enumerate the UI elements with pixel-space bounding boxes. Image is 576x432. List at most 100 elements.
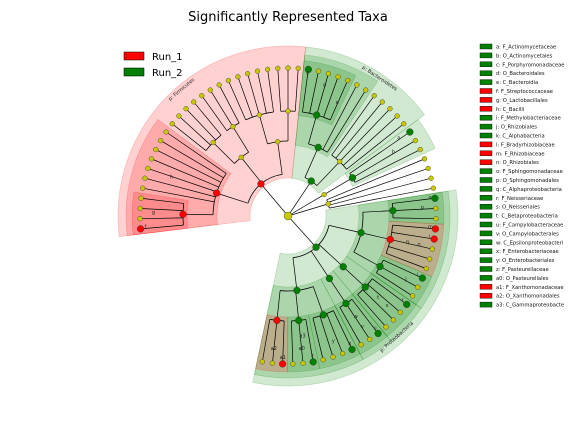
- tree-edge: [218, 84, 240, 124]
- clade-letter: q: [406, 239, 409, 245]
- key-label: f: F_Streptococcaceae: [496, 89, 553, 95]
- tree-node: [358, 342, 364, 348]
- key-swatch: [479, 186, 493, 192]
- tree-node: [169, 121, 175, 127]
- tree-edge: [216, 192, 249, 204]
- tree-edge: [353, 251, 381, 267]
- clade-sector: [287, 314, 321, 373]
- tree-edge: [383, 259, 423, 279]
- tree-edge: [308, 114, 317, 144]
- chart-title: Significantly Represented Taxa: [188, 10, 388, 25]
- tree-edge: [326, 313, 343, 354]
- tree-edge: [379, 266, 418, 288]
- tree-node: [376, 262, 384, 271]
- legend-label: Run_1: [152, 52, 183, 63]
- key-label: a1: F_Xanthomonadaceae: [496, 285, 564, 291]
- key-swatch: [479, 177, 493, 183]
- clade-letter: v: [361, 324, 364, 330]
- tree-node: [319, 311, 327, 319]
- clade-sector: [380, 221, 445, 277]
- key-label: h: C_Bacilli: [496, 107, 524, 113]
- tree-edge: [142, 187, 215, 203]
- tree-node: [142, 175, 148, 181]
- tree-node: [357, 229, 365, 237]
- tree-node: [309, 358, 317, 366]
- legend-swatch: [123, 51, 145, 61]
- key-label: x: F_Enterobacteriaceae: [496, 249, 559, 255]
- tree-edge: [352, 140, 416, 179]
- tree-node: [428, 175, 434, 181]
- tree-nodes: [136, 65, 440, 368]
- tree-node: [387, 106, 393, 112]
- tree-edge: [178, 115, 211, 146]
- tree-edge: [291, 320, 294, 364]
- key-label: c: F_Porphyromonadaceae: [496, 62, 565, 68]
- key-label: e: C_Bacteroidia: [496, 80, 538, 86]
- tree-node: [265, 66, 271, 73]
- tree-edge: [345, 303, 371, 340]
- tree-node: [431, 194, 439, 202]
- tree-node: [337, 159, 343, 165]
- tree-node: [140, 185, 146, 191]
- tree-edge: [310, 250, 330, 279]
- taxa-key: a: F_Actinomycetaceae b: O_Actinomycetale…: [479, 43, 565, 309]
- key-swatch: [479, 132, 493, 139]
- tree-edge: [155, 149, 222, 183]
- clade-sector: [370, 254, 433, 306]
- key-label: v: O_Campylobacterales: [496, 231, 559, 237]
- key-label: k: C_Alphabacteria: [496, 134, 545, 140]
- tree-edge: [147, 168, 218, 193]
- clade-letter: p: [421, 205, 424, 211]
- clade-letter: b: [392, 150, 395, 156]
- key-label: d: O_Bacteroidales: [496, 71, 545, 77]
- key-swatch: [479, 43, 493, 50]
- tree-edge: [357, 294, 387, 328]
- tree-node: [412, 138, 418, 144]
- tree-node: [348, 345, 356, 354]
- clade-sector: [131, 191, 189, 236]
- clade-sector: [334, 293, 388, 355]
- key-label: i: F_Methylobacteriaceae: [496, 116, 561, 122]
- key-swatch: [479, 168, 493, 174]
- tree-node: [225, 77, 231, 84]
- tree-edge: [316, 73, 329, 116]
- tree-node: [340, 350, 346, 357]
- tree-node: [371, 93, 377, 99]
- tree-node: [136, 225, 145, 233]
- key-label: a: F_Actinomycetaceae: [496, 45, 556, 51]
- tree-node: [320, 357, 326, 363]
- tree-node: [210, 139, 216, 146]
- clade-letter: e: [336, 100, 339, 106]
- tree-node: [379, 99, 385, 105]
- tree-edge: [331, 95, 375, 156]
- tree-node: [235, 74, 241, 80]
- tree-edge: [354, 149, 421, 183]
- tree-edge: [160, 140, 224, 179]
- tree-node: [259, 359, 265, 365]
- tree-edge: [392, 197, 435, 204]
- key-swatch: [479, 230, 493, 237]
- tree-edge: [323, 76, 339, 118]
- tree-edge: [328, 225, 362, 234]
- key-label: t: C_Betaproteobacteria: [496, 214, 558, 220]
- tree-node: [137, 216, 143, 222]
- clade-letter: y: [332, 339, 335, 345]
- tree-edge: [141, 197, 184, 204]
- tree-node: [137, 205, 143, 212]
- tree-edge: [292, 257, 298, 291]
- tree-node: [183, 106, 189, 112]
- tree-node: [361, 283, 369, 291]
- clade-letter: g: [152, 210, 155, 216]
- key-label: m: F_Rhizobiaceae: [496, 151, 545, 157]
- tree-edge: [287, 203, 329, 217]
- key-swatch: [479, 301, 493, 308]
- clade-letter: h: [170, 175, 173, 181]
- tree-edge: [388, 246, 430, 260]
- key-swatch: [479, 275, 493, 281]
- tree-edge: [259, 114, 268, 144]
- tree-edge: [392, 224, 436, 230]
- key-swatch: [479, 61, 493, 67]
- tree-edge: [328, 177, 432, 206]
- tree-node: [314, 143, 322, 151]
